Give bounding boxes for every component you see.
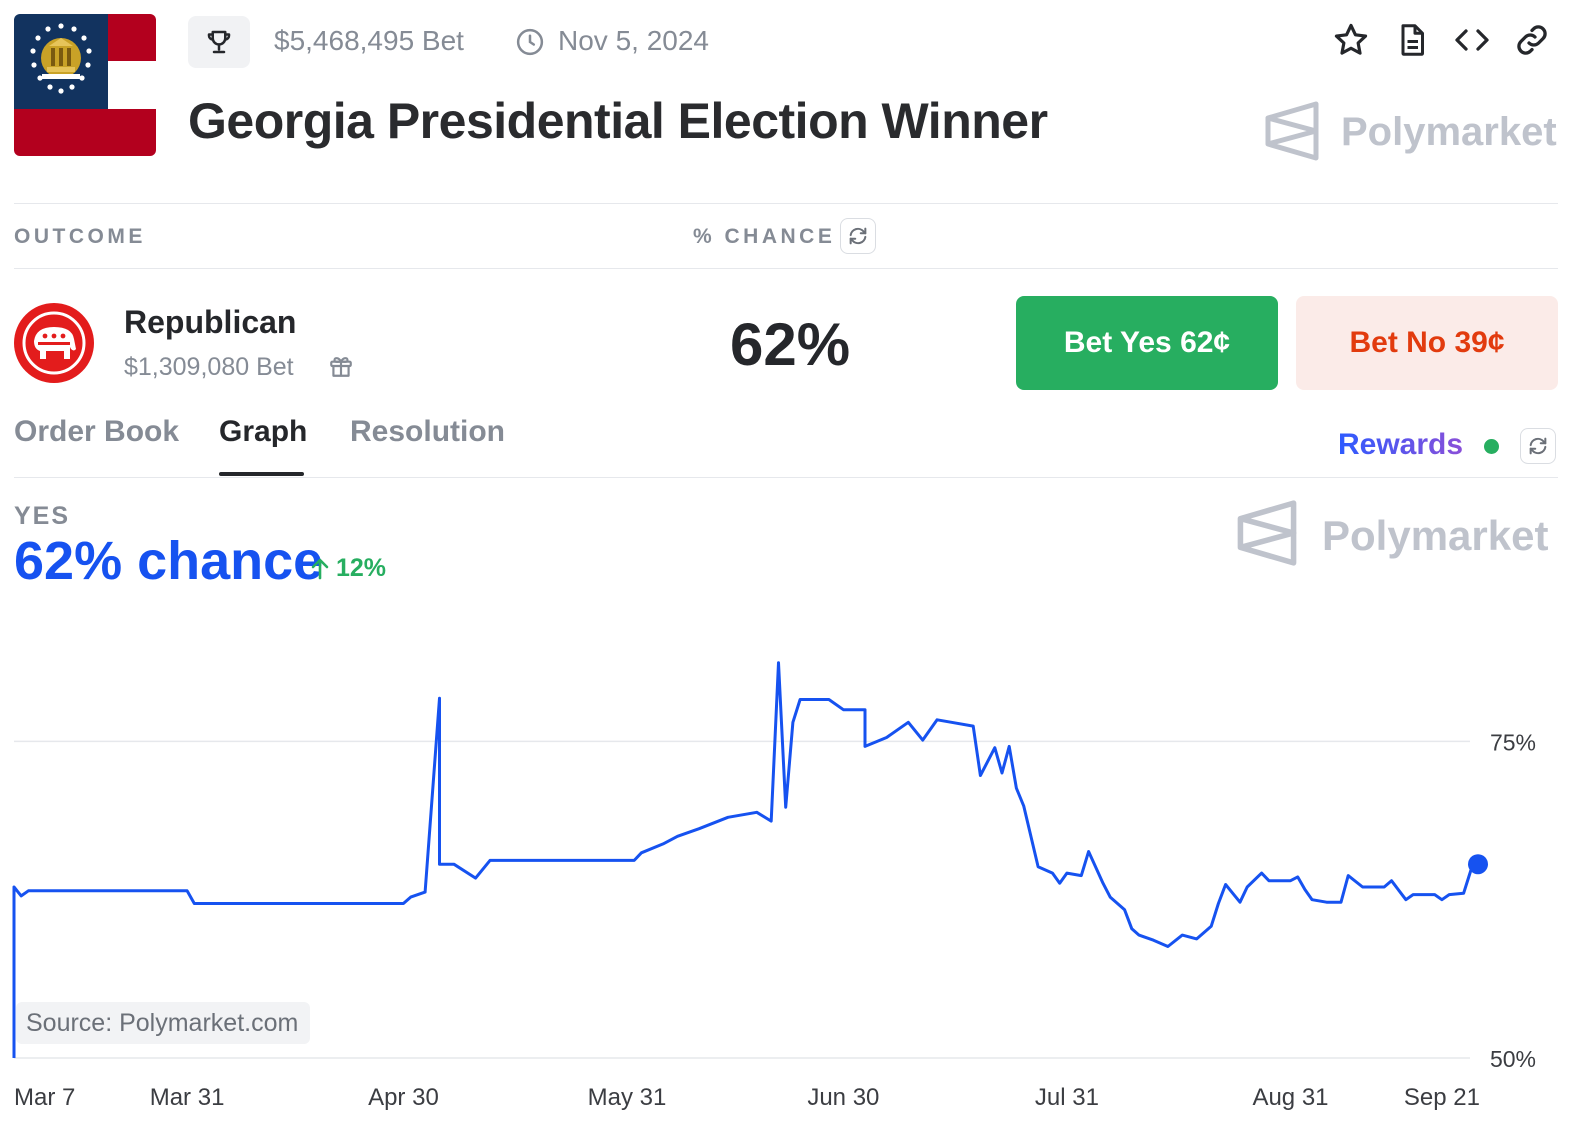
tab-graph[interactable]: Graph <box>219 415 308 448</box>
divider <box>14 268 1558 269</box>
graph-chance: 62% chance <box>14 531 324 591</box>
tab-order-book[interactable]: Order Book <box>14 415 180 448</box>
outcome-name: Republican <box>124 304 297 340</box>
refresh-icon <box>849 227 867 245</box>
link-icon <box>1517 25 1547 55</box>
bet-no-button[interactable]: Bet No 39¢ <box>1296 296 1558 390</box>
market-end-date: Nov 5, 2024 <box>558 25 709 56</box>
chance-delta: 12% <box>336 554 387 582</box>
polymarket-watermark-icon <box>1237 500 1297 566</box>
document-button[interactable] <box>1392 20 1432 60</box>
bet-yes-button[interactable]: Bet Yes 62¢ <box>1016 296 1278 390</box>
outcome-chance: 62% <box>730 311 851 378</box>
y-tick-label: 50% <box>1490 1046 1536 1072</box>
market-volume: $5,468,495 Bet <box>274 25 464 56</box>
chart-source-label: Source: Polymarket.com <box>16 1002 311 1044</box>
x-tick-label: Sep 21 <box>1404 1084 1480 1111</box>
graph-outcome-label: YES <box>14 502 71 530</box>
active-tab-indicator <box>219 472 304 476</box>
copy-link-button[interactable] <box>1512 20 1552 60</box>
rewards-link[interactable]: Rewards <box>1338 428 1464 461</box>
outcome-volume: $1,309,080 Bet <box>124 353 294 381</box>
watermark-brand-name: Polymarket <box>1322 512 1549 559</box>
star-icon <box>1334 23 1368 55</box>
tab-resolution[interactable]: Resolution <box>350 415 505 448</box>
price-chart[interactable]: 75% 50% Mar 7 Mar 31 Apr 30 May 31 Jun 30 Jul 3… <box>0 600 1592 1120</box>
arrow-up-icon <box>311 558 329 580</box>
y-tick-label: 75% <box>1490 729 1536 755</box>
georgia-flag-icon <box>14 14 156 156</box>
x-tick-label: Mar 7 <box>14 1084 75 1111</box>
trophy-icon <box>207 30 231 54</box>
series-line-yes <box>12 661 1479 1058</box>
x-tick-label: Mar 31 <box>150 1084 225 1111</box>
x-tick-label: Aug 31 <box>1252 1084 1328 1111</box>
chance-column-header: % CHANCE <box>693 225 836 248</box>
x-tick-label: May 31 <box>588 1084 667 1111</box>
refresh-graph-button[interactable] <box>1520 428 1556 464</box>
embed-button[interactable] <box>1452 20 1492 60</box>
x-tick-label: Apr 30 <box>368 1084 439 1111</box>
republican-logo <box>14 303 94 388</box>
gift-icon[interactable] <box>328 353 354 379</box>
star-button[interactable] <box>1331 20 1371 60</box>
brand-name: Polymarket <box>1341 110 1557 154</box>
polymarket-logo-icon <box>1265 101 1319 161</box>
x-tick-label: Jul 31 <box>1035 1084 1099 1111</box>
outcome-column-header: OUTCOME <box>14 225 146 248</box>
rewards-status-dot <box>1484 439 1499 454</box>
state-flag-image <box>14 14 156 156</box>
refresh-chance-button[interactable] <box>840 218 876 254</box>
x-tick-label: Jun 30 <box>807 1084 879 1111</box>
elephant-icon <box>14 303 94 383</box>
code-icon <box>1455 29 1489 51</box>
clock-icon <box>516 28 544 56</box>
refresh-icon <box>1529 437 1547 455</box>
latest-value-marker <box>1468 854 1488 875</box>
divider <box>14 477 1558 478</box>
document-icon <box>1401 24 1424 56</box>
page-title: Georgia Presidential Election Winner <box>188 93 1048 149</box>
divider <box>14 203 1558 204</box>
trophy-button[interactable] <box>188 16 250 68</box>
